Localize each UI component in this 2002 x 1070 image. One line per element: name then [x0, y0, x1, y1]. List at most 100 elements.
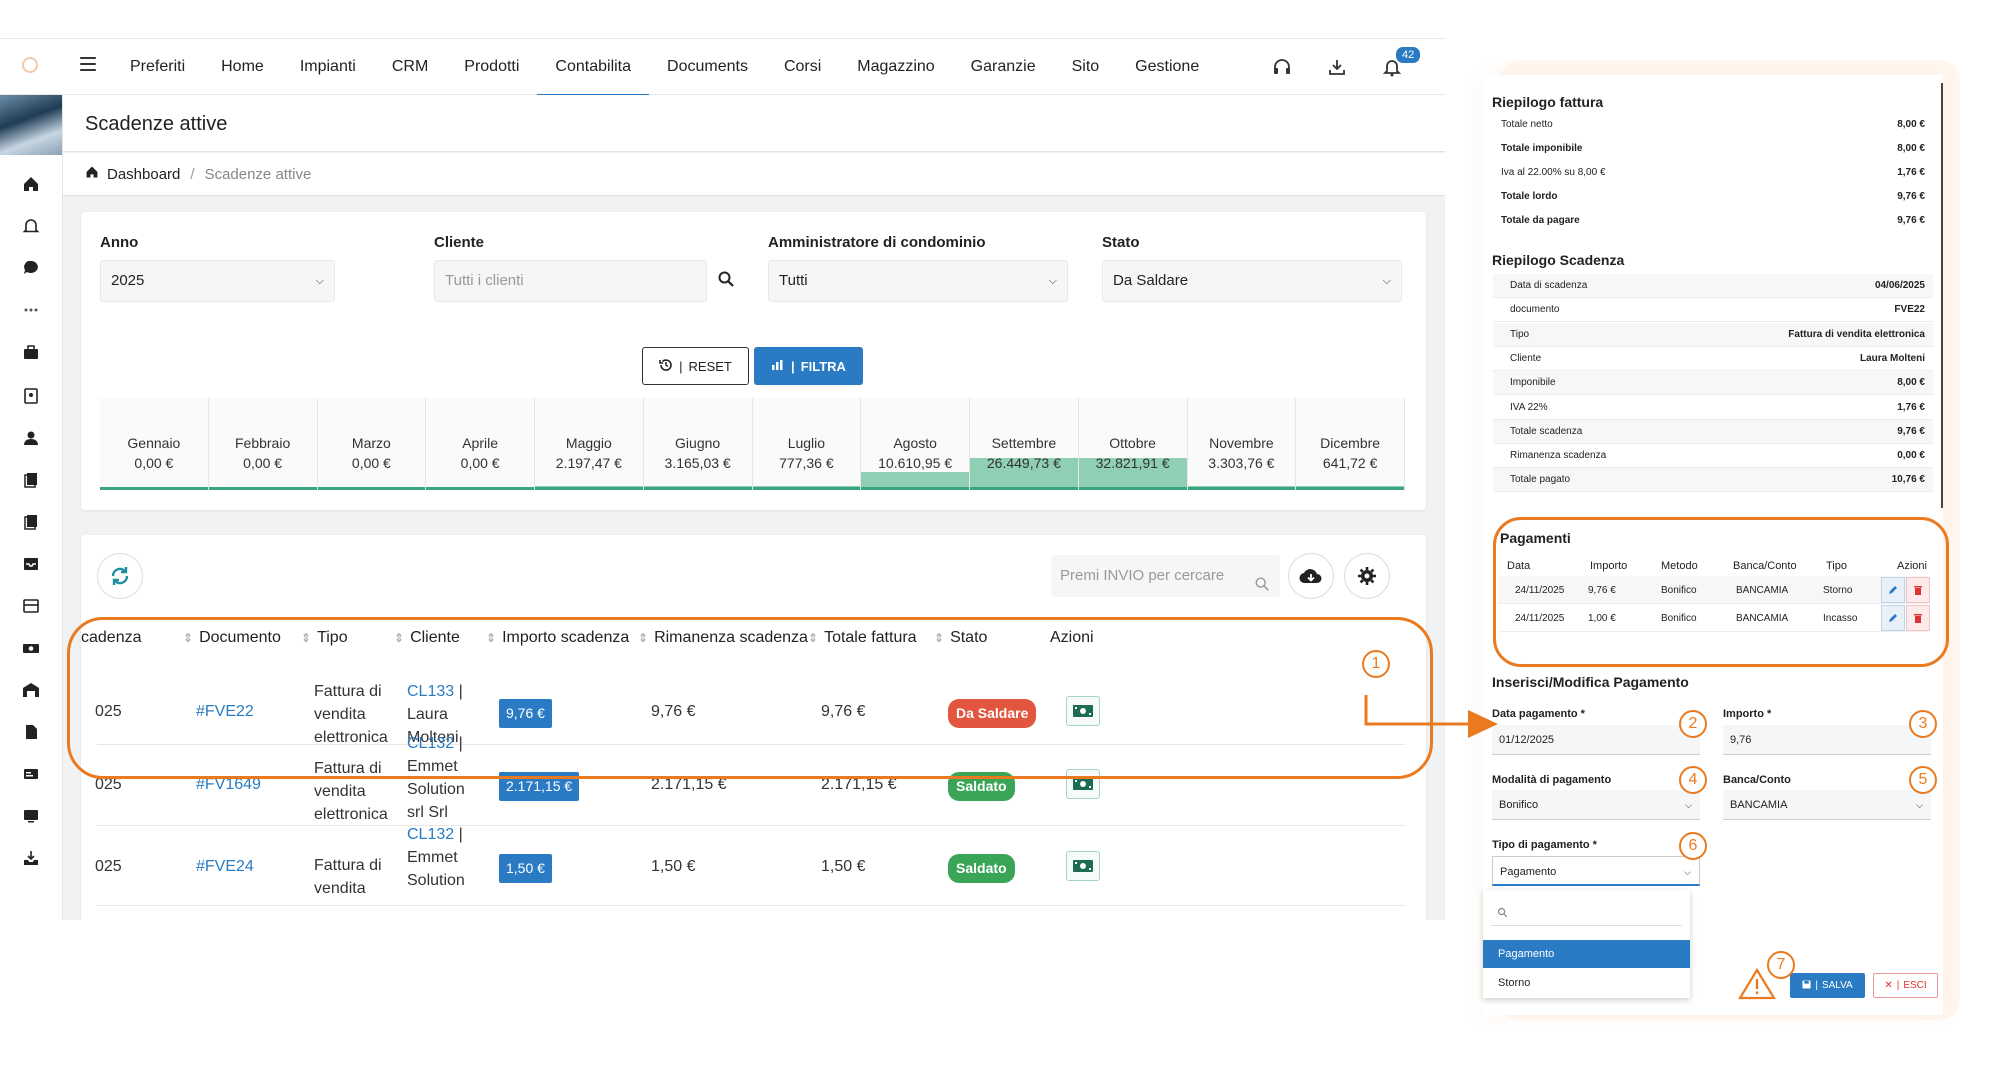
filter-button[interactable]: | FILTRA: [754, 347, 863, 385]
edit-payment-button[interactable]: [1881, 605, 1905, 631]
warehouse-icon[interactable]: [20, 679, 42, 701]
bell-icon[interactable]: [1380, 55, 1404, 79]
column-header[interactable]: ⇕ Importo scadenza: [486, 629, 629, 647]
reset-button[interactable]: | RESET: [642, 347, 749, 385]
payment-amount-input[interactable]: 9,76: [1723, 725, 1931, 755]
settings-button[interactable]: [1344, 553, 1390, 599]
month-ottobre[interactable]: Ottobre 32.821,91 €: [1078, 398, 1188, 490]
due-summary-row: Totale pagato 10,76 €: [1493, 468, 1933, 493]
bell-icon[interactable]: [20, 215, 42, 237]
payment-type-select[interactable]: Pagamento ⌵: [1492, 856, 1700, 886]
copy-icon[interactable]: [20, 511, 42, 533]
month-total: 3.165,03 €: [664, 455, 731, 471]
document-link[interactable]: #FVE22: [196, 703, 254, 720]
column-header[interactable]: ⇕ Rimanenza scadenza: [638, 629, 808, 647]
delete-payment-button[interactable]: [1906, 605, 1930, 631]
app-logo-icon[interactable]: [22, 57, 38, 73]
month-settembre[interactable]: Settembre 26.449,73 €: [970, 398, 1079, 490]
payment-date-input[interactable]: 01/12/2025: [1492, 725, 1700, 755]
home-icon[interactable]: [85, 165, 99, 183]
home-icon[interactable]: [20, 173, 42, 195]
table-search-input[interactable]: Premi INVIO per cercare: [1051, 555, 1280, 597]
month-total: 26.449,73 €: [986, 455, 1061, 471]
headset-icon[interactable]: [1270, 55, 1294, 79]
monitor-icon[interactable]: [20, 805, 42, 827]
column-header[interactable]: ⇕ Cliente: [394, 629, 460, 647]
nav-item-sito[interactable]: Sito: [1071, 58, 1100, 75]
tipo-line: elettronica: [314, 806, 388, 823]
nav-item-preferiti[interactable]: Preferiti: [130, 58, 186, 75]
contacts-icon[interactable]: [20, 385, 42, 407]
documents-icon[interactable]: [20, 469, 42, 491]
client-code-link[interactable]: CL132: [407, 826, 455, 843]
payment-button[interactable]: [1066, 851, 1100, 881]
chat-icon[interactable]: [20, 257, 42, 279]
id-card-icon[interactable]: [20, 763, 42, 785]
column-header[interactable]: ⇕ Totale fattura: [808, 629, 917, 647]
month-febbraio[interactable]: Febbraio 0,00 €: [208, 398, 318, 490]
client-code-link[interactable]: CL133: [407, 683, 455, 700]
nav-item-home[interactable]: Home: [221, 58, 264, 75]
month-marzo[interactable]: Marzo 0,00 €: [317, 398, 427, 490]
cliente-input[interactable]: Tutti i clienti: [434, 260, 707, 302]
payment-button[interactable]: [1066, 769, 1100, 799]
delete-payment-button[interactable]: [1906, 577, 1930, 603]
breadcrumb-home-link[interactable]: Dashboard: [107, 165, 181, 183]
document-link[interactable]: #FV1649: [196, 776, 261, 793]
payment-method-select[interactable]: Bonifico ⌵: [1492, 790, 1700, 820]
more-icon[interactable]: [20, 299, 42, 321]
admin-select[interactable]: Tutti ⌵: [768, 260, 1068, 302]
month-giugno[interactable]: Giugno 3.165,03 €: [643, 398, 753, 490]
month-agosto[interactable]: Agosto 10.610,95 €: [861, 398, 970, 490]
dropdown-search-input[interactable]: [1491, 898, 1682, 926]
save-button[interactable]: | SALVA: [1790, 973, 1865, 998]
nav-item-garanzie[interactable]: Garanzie: [970, 58, 1036, 75]
main-content: Scadenze attive Dashboard / Scadenze att…: [63, 95, 1445, 920]
exit-button[interactable]: ✕ | ESCI: [1873, 973, 1938, 998]
month-luglio[interactable]: Luglio 777,36 €: [752, 398, 862, 490]
chevron-down-icon: ⌵: [1684, 867, 1691, 877]
refresh-button[interactable]: [97, 553, 143, 599]
search-icon[interactable]: [717, 270, 737, 290]
nav-item-gestione[interactable]: Gestione: [1135, 58, 1200, 75]
month-maggio[interactable]: Maggio 2.197,47 €: [535, 398, 644, 490]
nav-item-impianti[interactable]: Impianti: [299, 58, 356, 75]
hamburger-menu-icon[interactable]: [80, 57, 96, 71]
nav-item-contabilita[interactable]: Contabilita: [537, 39, 649, 96]
file-icon[interactable]: [20, 721, 42, 743]
tray-download-icon[interactable]: [20, 847, 42, 869]
anno-select[interactable]: 2025 ⌵: [100, 260, 335, 302]
document-link[interactable]: #FVE24: [196, 858, 254, 875]
inbox-icon[interactable]: [20, 553, 42, 575]
nav-item-corsi[interactable]: Corsi: [783, 58, 822, 75]
briefcase-icon[interactable]: [20, 342, 42, 364]
sort-icon: ⇕: [183, 631, 194, 645]
payment-button[interactable]: [1066, 696, 1100, 726]
archive-icon[interactable]: [20, 595, 42, 617]
nav-item-prodotti[interactable]: Prodotti: [464, 58, 520, 75]
dropdown-option-pagamento[interactable]: Pagamento: [1483, 940, 1690, 968]
month-aprile[interactable]: Aprile 0,00 €: [426, 398, 535, 490]
column-header[interactable]: ⇕ Stato: [934, 629, 987, 647]
nav-item-crm[interactable]: CRM: [391, 58, 429, 75]
column-header[interactable]: ⇕ Tipo: [301, 629, 348, 647]
money-icon[interactable]: [20, 637, 42, 659]
user-icon[interactable]: [20, 427, 42, 449]
edit-payment-button[interactable]: [1881, 577, 1905, 603]
month-novembre[interactable]: Novembre 3.303,76 €: [1187, 398, 1297, 490]
company-logo[interactable]: [0, 95, 62, 155]
stato-select[interactable]: Da Saldare ⌵: [1102, 260, 1402, 302]
month-gennaio[interactable]: Gennaio 0,00 €: [100, 398, 209, 490]
nav-item-documents[interactable]: Documents: [667, 58, 748, 75]
importo-cell: 1,50 €: [499, 854, 552, 883]
client-code-link[interactable]: CL132: [407, 735, 455, 752]
cloud-download-button[interactable]: [1288, 553, 1334, 599]
summary-value: 9,76 €: [1897, 190, 1925, 202]
download-icon[interactable]: [1325, 55, 1349, 79]
column-header[interactable]: ⇕ Documento: [183, 629, 281, 647]
bank-select[interactable]: BANCAMIA ⌵: [1723, 790, 1931, 820]
month-dicembre[interactable]: Dicembre 641,72 €: [1296, 398, 1405, 490]
dropdown-option-storno[interactable]: Storno: [1498, 977, 1531, 989]
nav-item-magazzino[interactable]: Magazzino: [857, 58, 935, 75]
panel-scrollbar[interactable]: [1941, 83, 1943, 508]
